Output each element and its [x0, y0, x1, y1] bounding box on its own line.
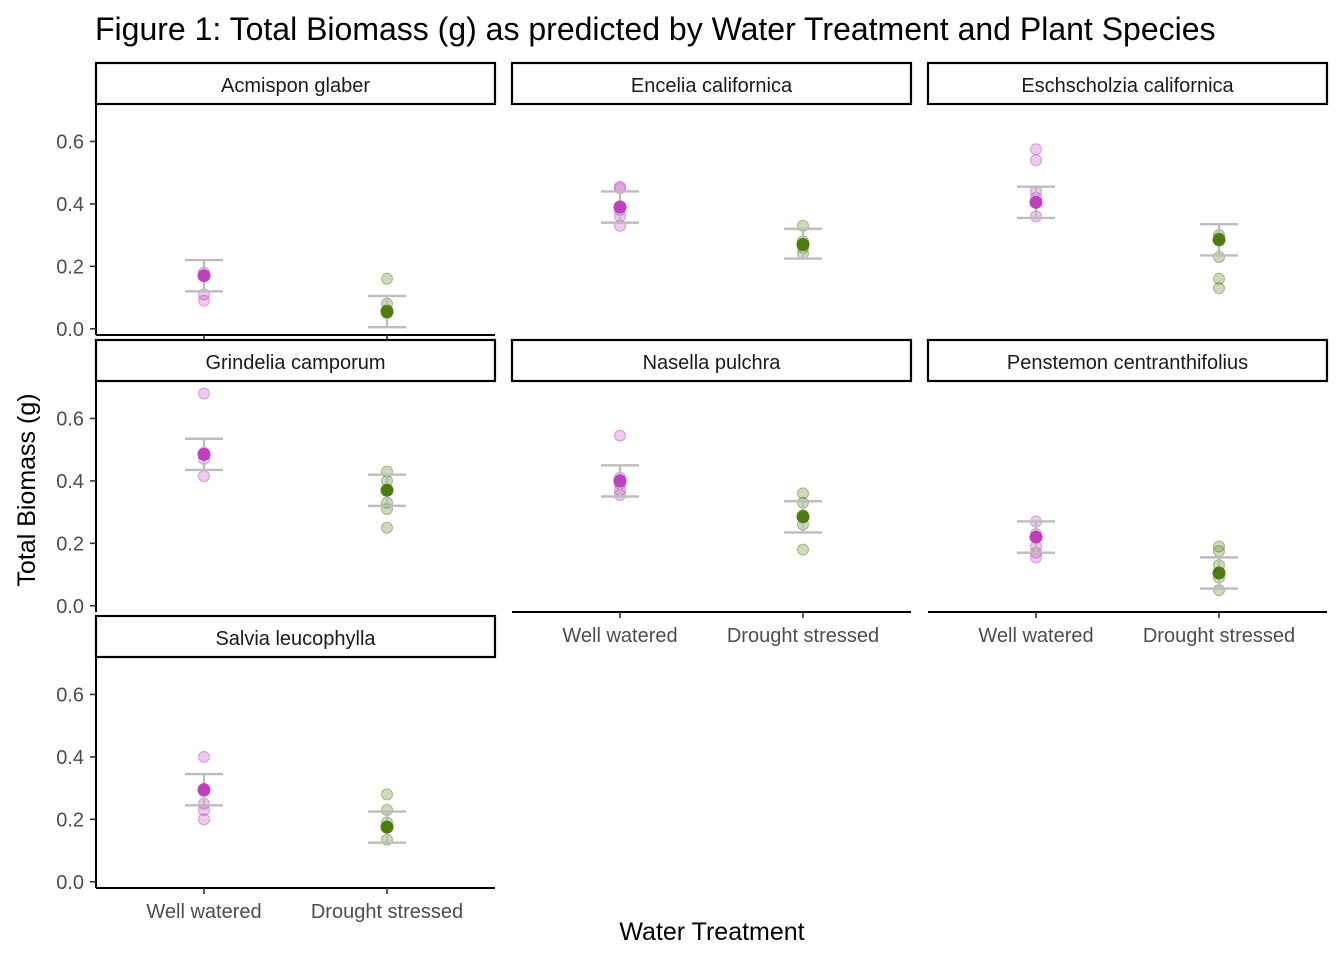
mean-point: [197, 783, 211, 797]
data-point: [797, 487, 809, 500]
chart-title: Figure 1: Total Biomass (g) as predicted…: [95, 11, 1216, 47]
mean-point: [197, 447, 211, 461]
data-point: [1030, 143, 1042, 156]
facet-panel: Encelia californica: [510, 61, 913, 260]
facet-panel: Grindelia camporum 0.0 0.2 0.4 0.6: [56, 338, 497, 618]
x-tick-label: Drought stressed: [727, 625, 879, 647]
mean-point: [1212, 233, 1226, 247]
y-tick-label: 0.2: [56, 809, 84, 831]
facet-strip-label: Grindelia camporum: [205, 352, 385, 374]
x-axis-title: Water Treatment: [619, 918, 804, 946]
mean-point: [380, 820, 394, 834]
data-point: [797, 543, 809, 556]
data-point: [381, 788, 393, 801]
x-tick-label: Well watered: [146, 901, 261, 923]
y-tick-label: 0.0: [56, 596, 84, 618]
data-point: [1030, 154, 1042, 167]
mean-point: [197, 269, 211, 283]
data-point: [198, 294, 210, 307]
facet-strip: [510, 61, 913, 106]
x-tick-label: Drought stressed: [1143, 625, 1295, 647]
x-tick-label: Drought stressed: [311, 901, 463, 923]
facet-panel: Salvia leucophylla 0.0 0.2 0.4 0.6 Well water…: [56, 614, 497, 923]
facet-strip-label: Acmispon glaber: [221, 75, 370, 97]
y-tick-label: 0.4: [56, 194, 84, 216]
data-point: [1213, 272, 1225, 285]
data-point: [1213, 540, 1225, 553]
facet-strip-label: Salvia leucophylla: [215, 628, 376, 650]
data-point: [381, 521, 393, 534]
mean-point: [613, 200, 627, 214]
y-tick-label: 0.6: [56, 131, 84, 153]
y-axis-title: Total Biomass (g): [13, 393, 41, 586]
facet-strip: [94, 338, 497, 383]
facet-strip-label: Eschscholzia californica: [1021, 75, 1234, 97]
data-point: [381, 272, 393, 285]
y-tick-label: 0.2: [56, 533, 84, 555]
facet-panel: Nasella pulchra Well watered Drought stres…: [510, 338, 913, 647]
y-tick-label: 0.6: [56, 684, 84, 706]
mean-point: [613, 474, 627, 488]
data-point: [1213, 282, 1225, 295]
data-point: [198, 750, 210, 763]
y-tick-label: 0.4: [56, 471, 84, 493]
mean-point: [380, 305, 394, 319]
facet-strip-label: Nasella pulchra: [643, 352, 782, 374]
facet-strip: [510, 338, 913, 383]
facet-panel: Eschscholzia californica: [926, 61, 1329, 295]
mean-point: [796, 510, 810, 524]
facet-strip-label: Penstemon centranthifolius: [1007, 352, 1248, 374]
y-tick-label: 0.0: [56, 319, 84, 341]
x-tick-label: Well watered: [562, 625, 677, 647]
y-tick-label: 0.6: [56, 408, 84, 430]
y-tick-label: 0.2: [56, 256, 84, 278]
data-point: [198, 387, 210, 400]
mean-point: [380, 483, 394, 497]
facet-strip: [94, 614, 497, 659]
facet-panel: Penstemon centranthifolius Well watered Dr…: [926, 338, 1329, 647]
data-point: [614, 429, 626, 442]
y-tick-label: 0.4: [56, 747, 84, 769]
mean-point: [796, 237, 810, 251]
facet-strip: [926, 61, 1329, 106]
facet-strip: [926, 338, 1329, 383]
x-tick-label: Well watered: [978, 625, 1093, 647]
facet-strip: [94, 61, 497, 106]
facet-strip-label: Encelia californica: [631, 75, 793, 97]
mean-point: [1212, 566, 1226, 580]
data-point: [198, 470, 210, 483]
mean-point: [1029, 530, 1043, 544]
y-tick-label: 0.0: [56, 872, 84, 894]
mean-point: [1029, 195, 1043, 209]
data-point: [198, 813, 210, 826]
facet-panels: Acmispon glaber 0.0 0.2 0.4 0.6 Well watered D…: [56, 61, 1329, 923]
